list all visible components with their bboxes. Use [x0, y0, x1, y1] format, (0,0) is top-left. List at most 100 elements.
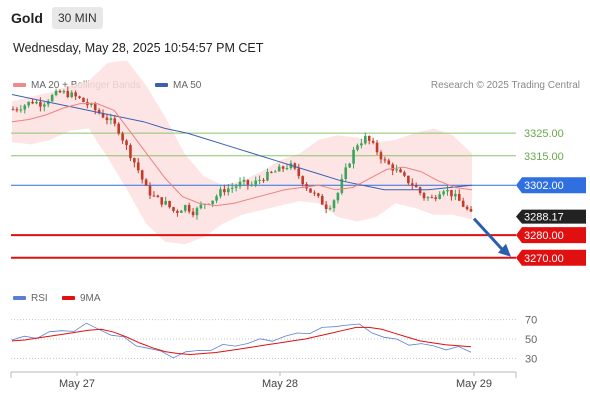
candle-body — [446, 189, 449, 192]
candle-body — [442, 191, 445, 195]
candle-body — [434, 197, 438, 199]
rsi-swatch — [13, 296, 26, 301]
x-tick-label: May 27 — [59, 378, 95, 390]
timeframe-button[interactable]: 30 MIN — [52, 7, 103, 29]
candle-body — [403, 172, 406, 176]
rsi-tick-label: 50 — [525, 334, 537, 346]
candle-body — [215, 196, 218, 201]
ma20-line — [11, 103, 473, 207]
rsi-tick-label: 70 — [525, 315, 537, 327]
candle-body — [46, 101, 50, 105]
level-tag-3302.00 — [516, 177, 586, 194]
candle-body — [109, 118, 113, 121]
rsi-tick-label: 30 — [525, 353, 537, 365]
candle-body — [219, 189, 222, 197]
ma9-legend-label: 9MA — [80, 293, 101, 304]
candle-body — [297, 168, 301, 177]
candle-body — [54, 90, 58, 96]
candle-body — [281, 166, 285, 169]
candle-body — [461, 200, 465, 207]
candle-body — [395, 169, 398, 171]
x-tick-label: May 28 — [262, 378, 298, 390]
candle-body — [383, 159, 387, 161]
ma50-legend: MA 50 — [155, 80, 201, 91]
candle-body — [266, 171, 269, 181]
candle-body — [180, 210, 183, 213]
candle-body — [195, 208, 199, 216]
candle-body — [19, 109, 23, 111]
candle-body — [11, 109, 15, 111]
rsi-series-rsi — [11, 322, 472, 359]
level-label-3315.00: 3315.00 — [524, 151, 564, 163]
candle-body — [35, 101, 38, 104]
candle-body — [457, 193, 461, 201]
candle-body — [344, 167, 348, 179]
candle-body — [450, 189, 453, 197]
candle-body — [211, 200, 214, 205]
ma20-swatch — [13, 83, 26, 88]
level-tag-3280.00 — [516, 227, 586, 244]
candle-body — [117, 123, 120, 134]
candle-body — [15, 109, 19, 111]
candle-body — [121, 133, 124, 141]
candle-body — [176, 210, 179, 213]
candle-body — [242, 179, 246, 182]
candle-body — [187, 205, 191, 212]
candle-body — [191, 211, 195, 216]
candle-body — [454, 193, 457, 197]
candle-body — [371, 140, 375, 143]
candle-body — [430, 197, 434, 199]
candle-body — [324, 204, 328, 209]
candle-body — [82, 97, 85, 103]
candle-body — [328, 208, 332, 210]
candle-body — [379, 152, 383, 160]
forecast-arrow-shaft — [472, 217, 505, 252]
candle-body — [93, 103, 97, 111]
candle-body — [352, 149, 355, 164]
chart-header: Gold 30 MIN — [0, 0, 590, 36]
candle-body — [27, 101, 30, 106]
candle-body — [246, 179, 250, 185]
chart-date: Wednesday, May 28, 2025 10:54:57 PM CET — [13, 41, 264, 55]
candle-body — [148, 185, 152, 196]
candle-body — [101, 113, 105, 118]
candle-body — [238, 181, 242, 187]
candle-body — [422, 193, 426, 199]
bollinger-band — [12, 60, 472, 245]
instrument-title: Gold — [11, 10, 43, 26]
x-tick-label: May 29 — [456, 378, 492, 390]
candle-body — [89, 103, 93, 106]
ma50-legend-label: MA 50 — [173, 80, 202, 91]
candle-body — [199, 204, 203, 209]
candle-body — [156, 195, 160, 198]
candle-body — [250, 184, 254, 186]
rsi-legend-label: RSI — [31, 293, 48, 304]
candle-body — [160, 197, 164, 205]
candle-body — [332, 200, 336, 209]
candle-body — [136, 162, 140, 171]
candle-body — [348, 163, 351, 168]
candle-body — [113, 118, 117, 124]
last-price-tag — [516, 209, 586, 224]
candle-body — [223, 189, 226, 193]
candle-body — [367, 136, 371, 141]
level-label-3280.00: 3280.00 — [524, 230, 564, 242]
candle-body — [43, 104, 46, 107]
candle-body — [360, 143, 363, 146]
candle-body — [465, 206, 469, 210]
candle-body — [277, 166, 281, 172]
level-tag-3270.00 — [516, 249, 586, 266]
candle-body — [270, 171, 273, 173]
candle-body — [254, 180, 258, 185]
candle-body — [387, 160, 391, 165]
candle-body — [62, 91, 66, 93]
candle-body — [50, 95, 54, 102]
level-label-3325.00: 3325.00 — [524, 128, 564, 140]
ma9-swatch — [62, 296, 75, 301]
candle-body — [391, 164, 395, 171]
rsi-series-9ma — [11, 326, 472, 356]
candle-body — [133, 158, 136, 163]
candle-body — [78, 96, 81, 98]
research-credit: Research © 2025 Trading Central — [430, 80, 580, 91]
